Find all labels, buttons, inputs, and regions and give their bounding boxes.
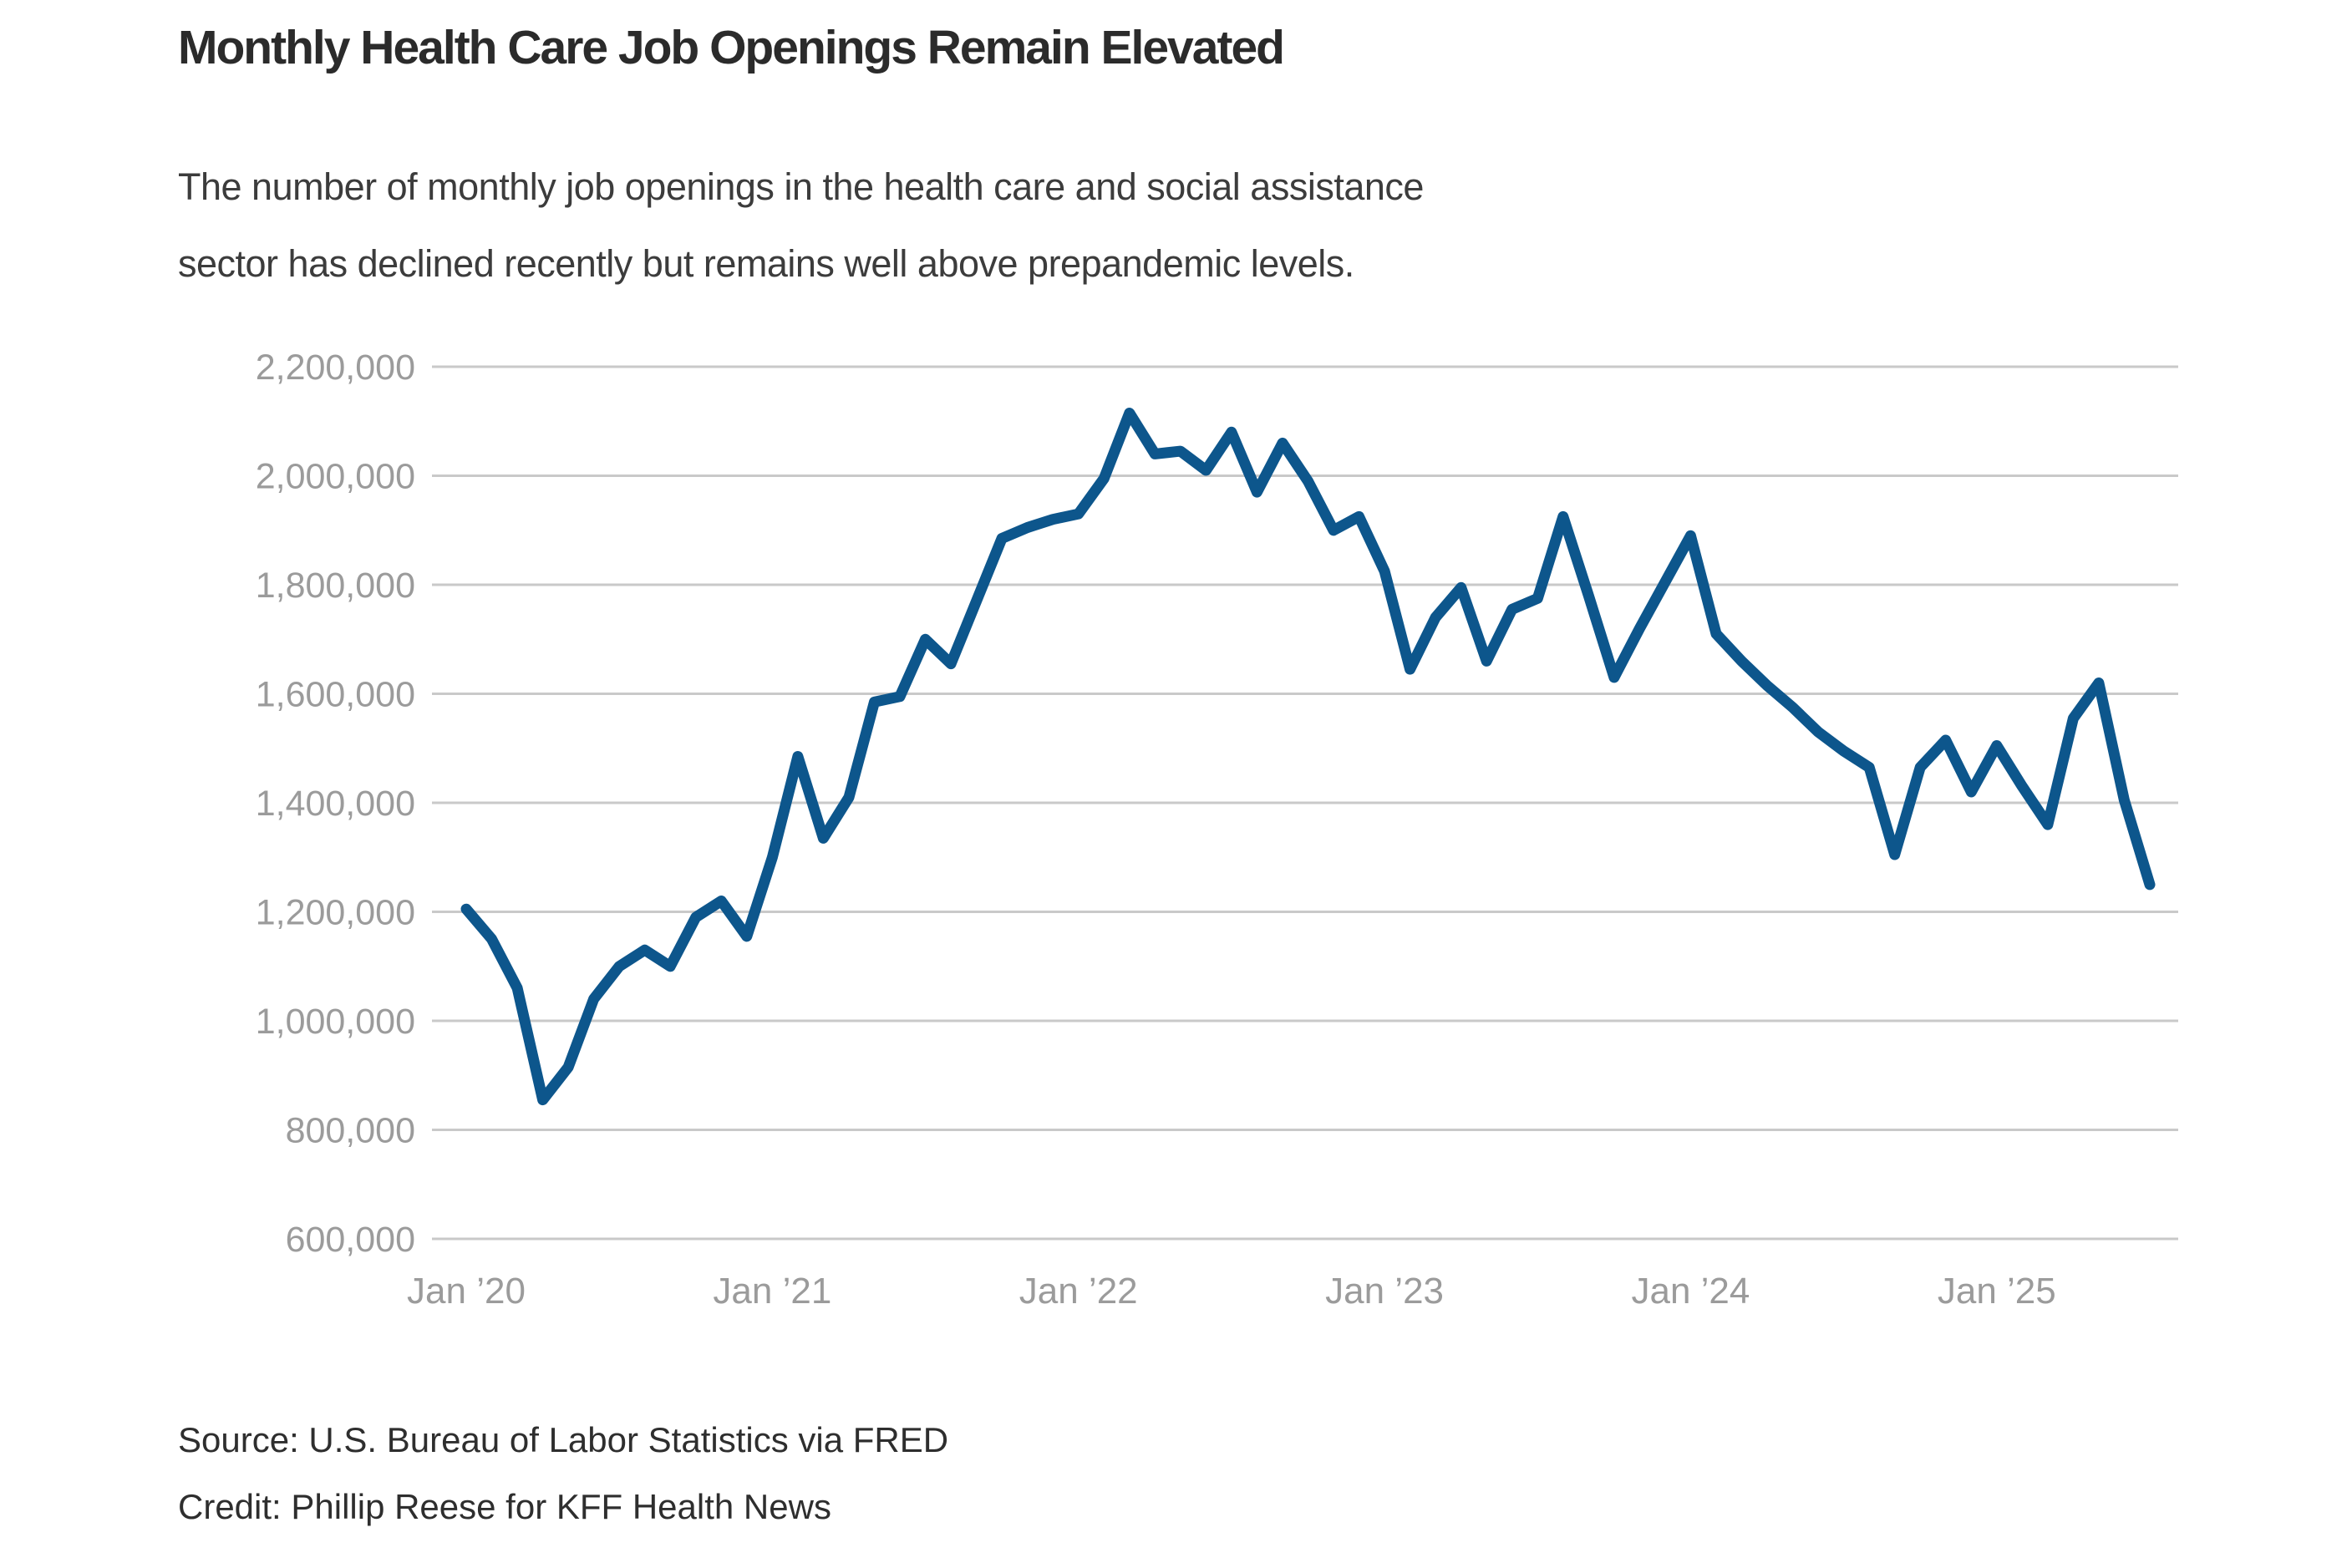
chart-footer: Source: U.S. Bureau of Labor Statistics … bbox=[178, 1407, 948, 1540]
x-tick-label: Jan ’20 bbox=[407, 1271, 526, 1312]
source-text: Source: U.S. Bureau of Labor Statistics … bbox=[178, 1420, 949, 1459]
y-tick-label: 1,400,000 bbox=[256, 784, 415, 824]
y-tick-label: 2,000,000 bbox=[256, 457, 415, 497]
x-tick-label: Jan ’21 bbox=[713, 1271, 831, 1312]
x-tick-label: Jan ’25 bbox=[1938, 1271, 2056, 1312]
x-tick-label: Jan ’22 bbox=[1019, 1271, 1138, 1312]
x-tick-label: Jan ’23 bbox=[1325, 1271, 1444, 1312]
y-tick-label: 1,800,000 bbox=[256, 566, 415, 606]
chart-subtitle-line-1: The number of monthly job openings in th… bbox=[178, 165, 1424, 208]
y-tick-label: 600,000 bbox=[286, 1220, 415, 1260]
credit-text: Credit: Phillip Reese for KFF Health New… bbox=[178, 1487, 831, 1526]
y-tick-label: 1,000,000 bbox=[256, 1002, 415, 1042]
y-tick-label: 2,200,000 bbox=[256, 348, 415, 388]
chart-title: Monthly Health Care Job Openings Remain … bbox=[178, 21, 1285, 74]
chart-subtitle-line-2: sector has declined recently but remains… bbox=[178, 242, 1354, 285]
chart-subtitle: The number of monthly job openings in th… bbox=[178, 149, 1424, 302]
x-tick-label: Jan ’24 bbox=[1631, 1271, 1750, 1312]
y-tick-label: 800,000 bbox=[286, 1111, 415, 1151]
data-line bbox=[460, 408, 2156, 1106]
y-tick-label: 1,600,000 bbox=[256, 675, 415, 715]
y-tick-label: 1,200,000 bbox=[256, 893, 415, 933]
